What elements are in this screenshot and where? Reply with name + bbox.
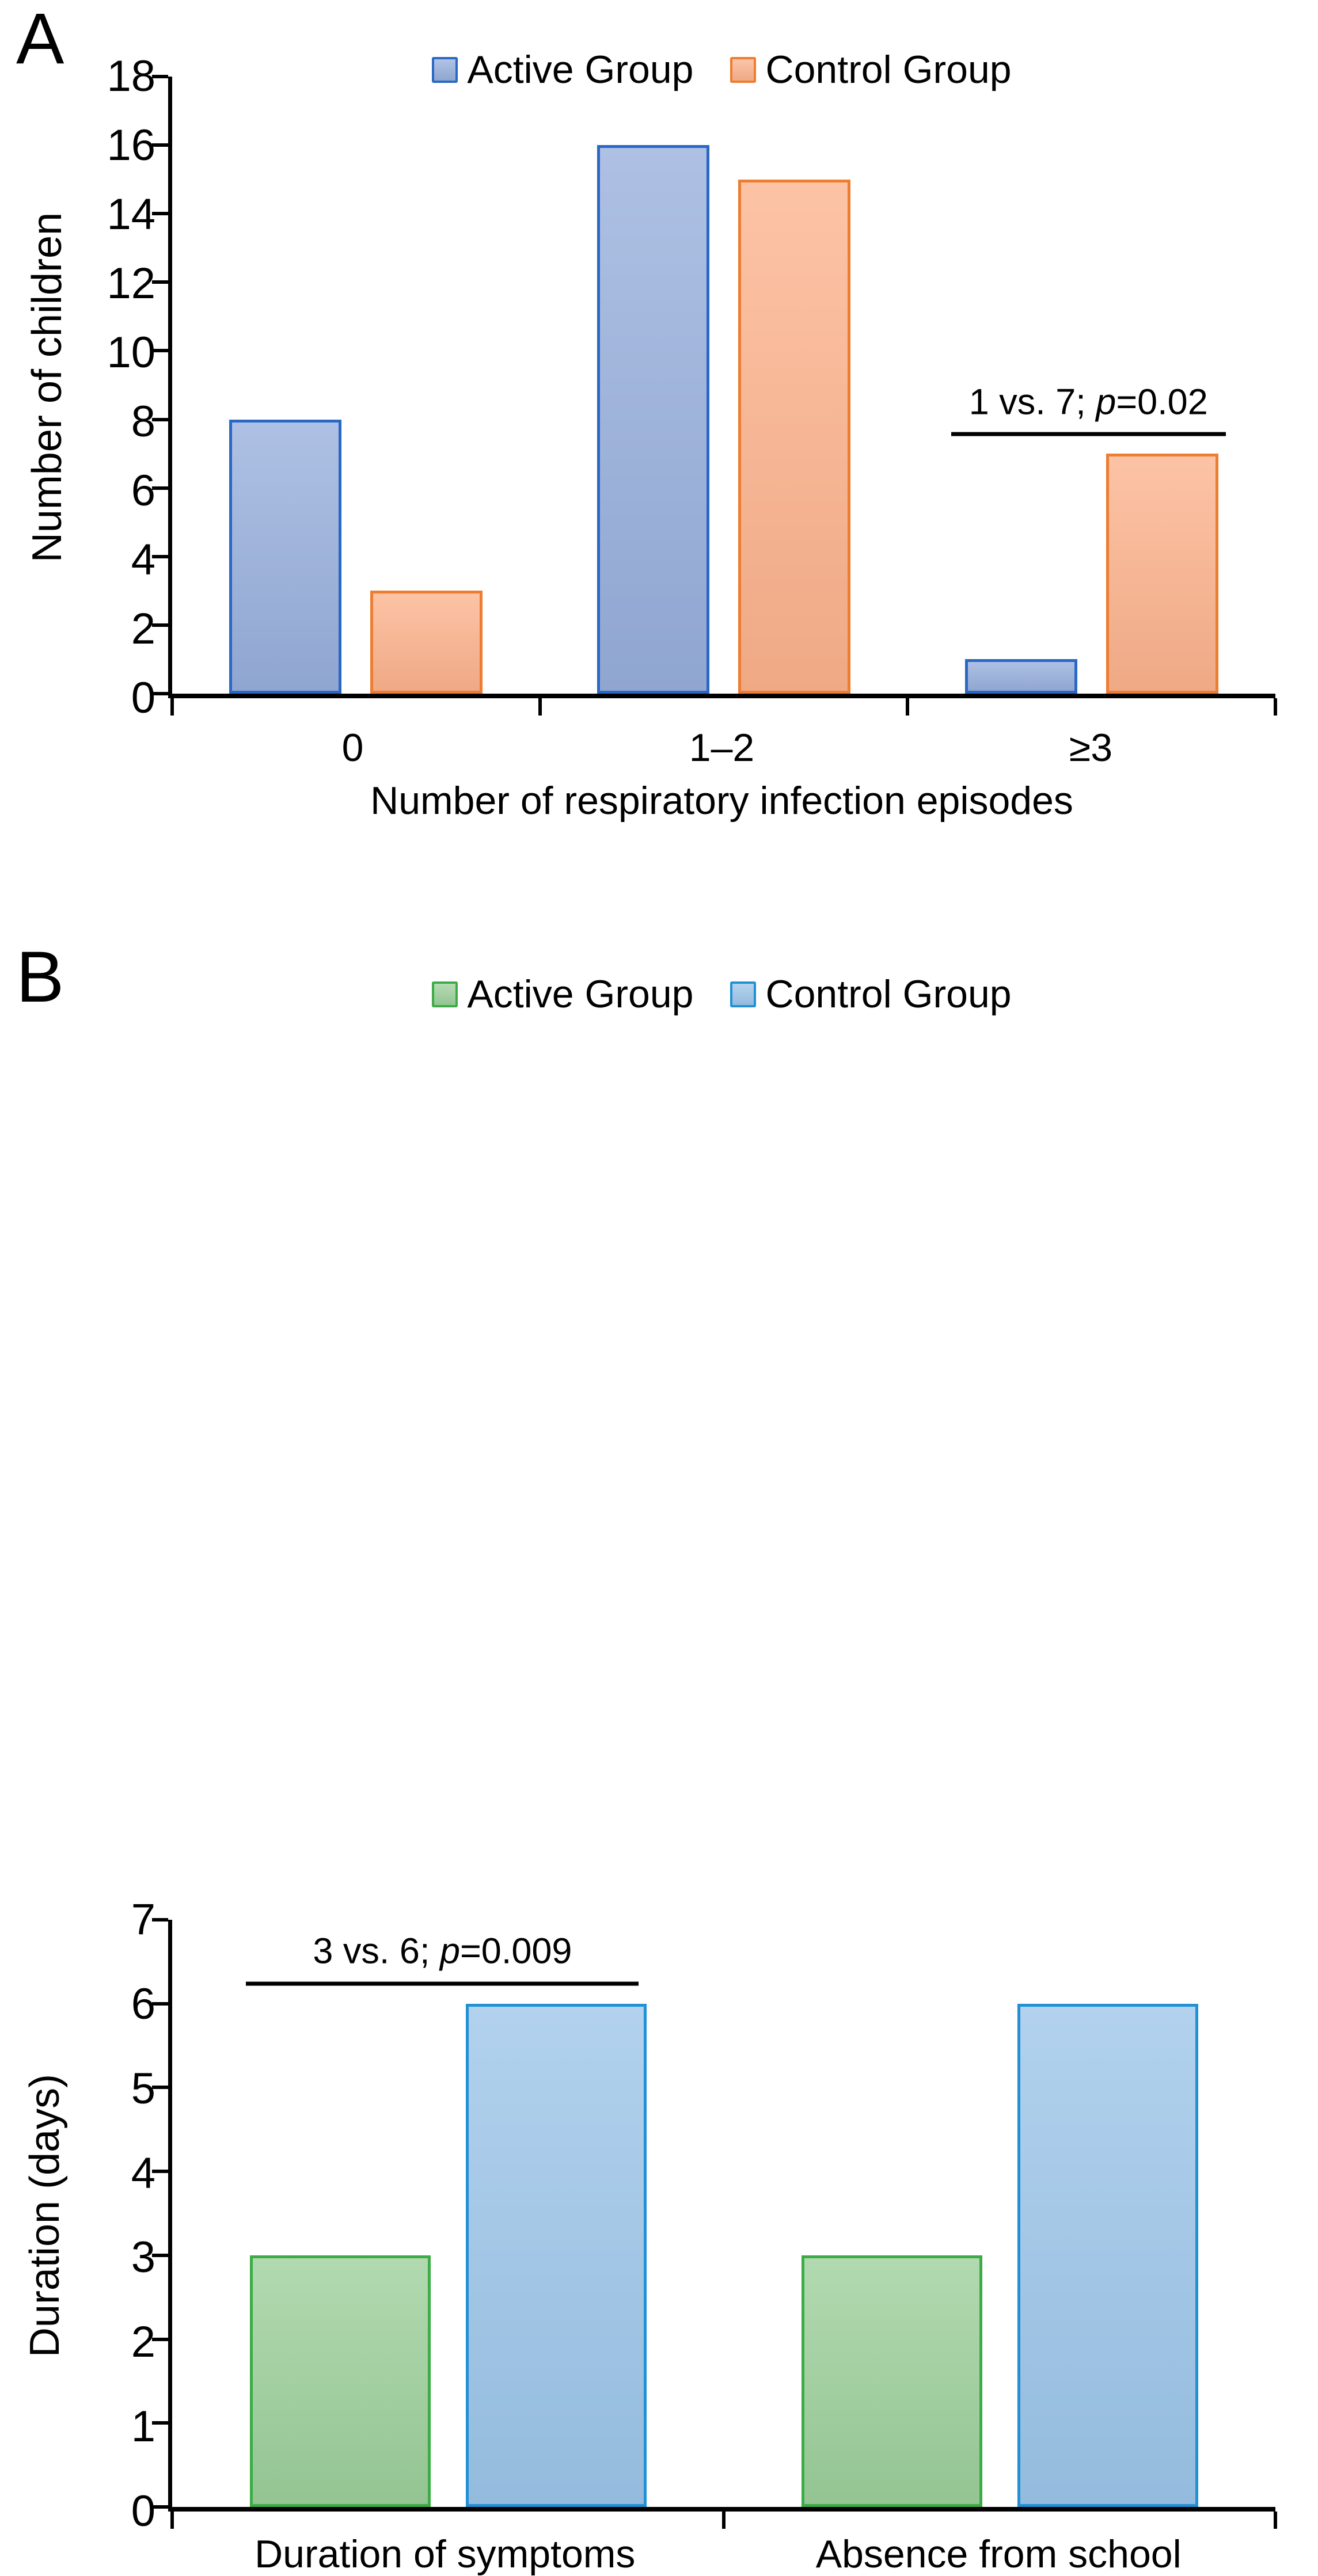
- y-axis-tick-labels-panel-a: 0 2 4 6 8 10 12 14 16 18: [46, 55, 155, 720]
- y-tick-label-10: 10: [107, 328, 155, 377]
- panel-b-letter: B: [16, 937, 64, 1017]
- y-tick-label-1: 1: [131, 2402, 155, 2452]
- bar-group-duration-of-symptoms: [172, 1920, 724, 2507]
- bar-active-group-0: [229, 419, 342, 694]
- legend-panel-b: Active Group Control Group: [168, 972, 1275, 1017]
- legend-item-control-group: Control Group: [730, 972, 1012, 1017]
- x-tick-mark-1: [538, 698, 542, 716]
- y-tick-mark-10: [152, 349, 168, 353]
- y-tick-mark-6: [152, 2002, 168, 2006]
- y-tick-label-0: 0: [131, 674, 155, 722]
- panel-a-letter: A: [16, 0, 64, 79]
- y-tick-label-16: 16: [107, 121, 155, 170]
- legend-swatch-control-group: [730, 981, 757, 1007]
- x-category-labels-panel-b: Duration of symptoms Absence from school: [168, 2533, 1275, 2576]
- annotation-suffix: =0.02: [1116, 382, 1208, 423]
- bar-group-3: [907, 77, 1275, 694]
- annotation-p-symbol: p: [1096, 382, 1116, 423]
- category-label-3: ≥3: [1069, 726, 1113, 770]
- y-tick-mark-18: [152, 75, 168, 78]
- y-tick-label-4: 4: [131, 535, 155, 584]
- legend-swatch-active-group: [432, 981, 458, 1007]
- bar-active-group-absence-from-school: [801, 2255, 982, 2507]
- y-tick-mark-0: [152, 2505, 168, 2509]
- x-tick-mark-0: [170, 698, 174, 716]
- y-tick-mark-14: [152, 212, 168, 216]
- y-tick-mark-0: [152, 692, 168, 695]
- legend-label-control-group: Control Group: [765, 972, 1012, 1016]
- y-tick-label-3: 3: [131, 2233, 155, 2282]
- y-tick-label-2: 2: [131, 2318, 155, 2367]
- y-tick-mark-6: [152, 486, 168, 490]
- significance-text: 3 vs. 6; p=0.009: [313, 1931, 572, 1972]
- annotation-prefix: 1 vs. 7;: [968, 382, 1096, 423]
- plot-area-panel-b: 3 vs. 6; p=0.009: [152, 1918, 1277, 2529]
- y-tick-label-0: 0: [131, 2487, 155, 2536]
- bar-groups: [172, 1920, 1275, 2507]
- x-tick-mark-2: [1274, 2512, 1277, 2529]
- y-tick-label-8: 8: [131, 397, 155, 446]
- y-tick-mark-8: [152, 417, 168, 421]
- annotation-p-symbol: p: [439, 1931, 460, 1972]
- y-tick-mark-3: [152, 2253, 168, 2257]
- bar-control-group-0: [370, 591, 483, 694]
- bar-group-0: [172, 77, 540, 694]
- bar-group-1-2: [540, 77, 908, 694]
- x-tick-mark-2: [906, 698, 910, 716]
- bar-control-group-3: [1106, 454, 1218, 694]
- annotation-suffix: =0.009: [460, 1931, 572, 1972]
- y-tick-mark-16: [152, 143, 168, 147]
- bar-active-group-3: [964, 659, 1077, 694]
- x-tick-mark-0: [170, 2512, 174, 2529]
- legend-label-active-group: Active Group: [467, 972, 694, 1016]
- annotation-prefix: 3 vs. 6;: [313, 1931, 440, 1972]
- bar-control-group-1-2: [738, 179, 850, 694]
- x-tick-mark-3: [1274, 698, 1277, 716]
- y-tick-mark-12: [152, 280, 168, 284]
- y-tick-label-14: 14: [107, 190, 155, 239]
- bar-control-group-duration-of-symptoms: [465, 2003, 647, 2507]
- y-tick-mark-2: [152, 623, 168, 627]
- legend-panel-a: Active Group Control Group: [168, 47, 1275, 92]
- legend-swatch-active-group: [432, 56, 458, 83]
- x-category-labels-panel-a: 0 1–2 ≥3: [168, 726, 1275, 770]
- category-label-duration-of-symptoms: Duration of symptoms: [255, 2532, 636, 2576]
- category-label-0: 0: [341, 726, 364, 770]
- y-tick-mark-5: [152, 2086, 168, 2090]
- significance-annotation-panel-b: 3 vs. 6; p=0.009: [246, 1931, 639, 1986]
- y-tick-label-12: 12: [107, 259, 155, 308]
- legend-item-active-group: Active Group: [432, 47, 693, 92]
- y-tick-mark-4: [152, 2170, 168, 2174]
- plot-area-panel-a: 1 vs. 7; p=0.02: [152, 75, 1277, 716]
- significance-annotation-panel-a: 1 vs. 7; p=0.02: [951, 382, 1226, 436]
- y-tick-mark-1: [152, 2421, 168, 2425]
- y-tick-mark-7: [152, 1918, 168, 1921]
- bar-group-absence-from-school: [724, 1920, 1275, 2507]
- legend-item-active-group: Active Group: [432, 972, 693, 1017]
- legend-item-control-group: Control Group: [730, 47, 1012, 92]
- x-tick-mark-1: [722, 2512, 726, 2529]
- y-tick-label-4: 4: [131, 2148, 155, 2198]
- y-tick-label-18: 18: [107, 52, 155, 101]
- legend-label-control-group: Control Group: [765, 48, 1012, 92]
- bar-control-group-absence-from-school: [1017, 2003, 1198, 2507]
- category-label-1-2: 1–2: [689, 726, 755, 770]
- y-tick-label-2: 2: [131, 604, 155, 653]
- legend-swatch-control-group: [730, 56, 757, 83]
- bar-groups: [172, 77, 1275, 694]
- y-tick-label-6: 6: [131, 466, 155, 515]
- panel-a: A Active Group Control Group Number of ch…: [0, 0, 1318, 846]
- y-tick-mark-2: [152, 2337, 168, 2341]
- category-label-absence-from-school: Absence from school: [815, 2532, 1182, 2576]
- x-axis-title-panel-a: Number of respiratory infection episodes: [370, 779, 1073, 823]
- legend-label-active-group: Active Group: [467, 48, 694, 92]
- panel-b: B Active Group Control Group Duration (da…: [0, 921, 1318, 2575]
- y-tick-mark-4: [152, 554, 168, 558]
- significance-text: 1 vs. 7; p=0.02: [969, 382, 1208, 423]
- bar-active-group-duration-of-symptoms: [249, 2255, 431, 2507]
- bar-active-group-1-2: [597, 145, 709, 694]
